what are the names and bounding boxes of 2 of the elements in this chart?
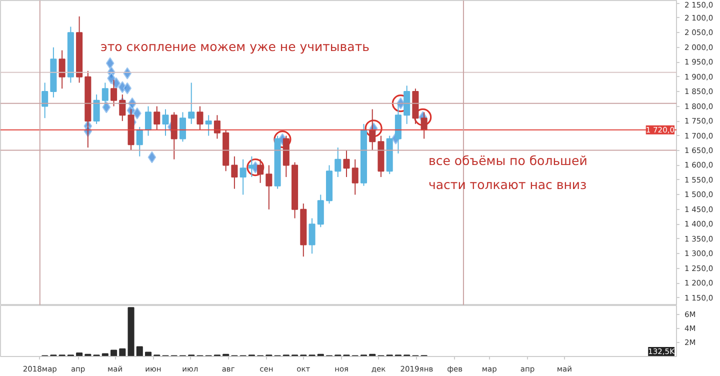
annotation: это скопление можем уже не учитывать bbox=[100, 39, 370, 54]
annotation: все объёмы по большей части толкают нас вниз bbox=[428, 153, 588, 192]
